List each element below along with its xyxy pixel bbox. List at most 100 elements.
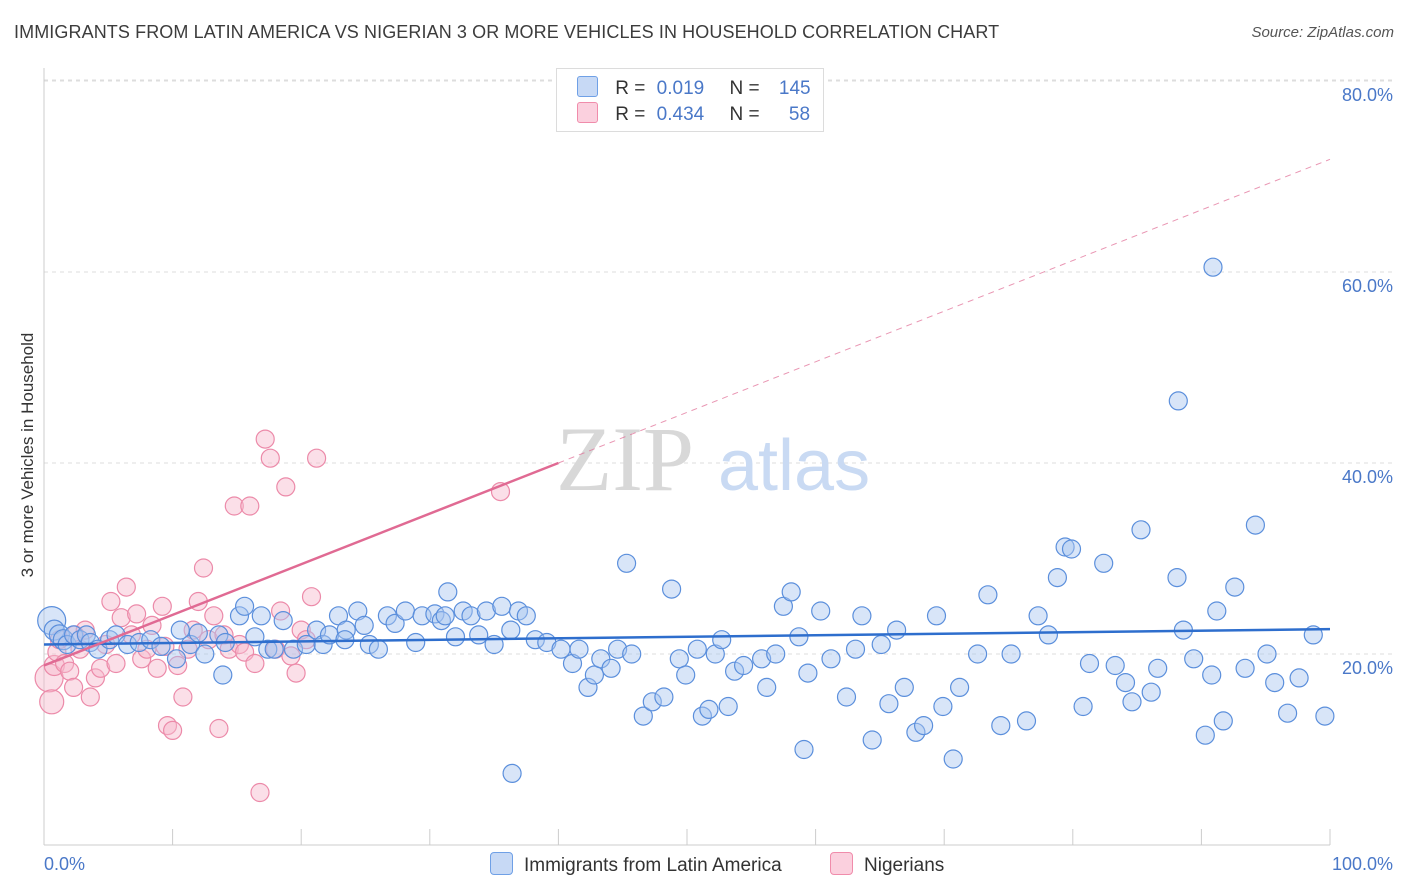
point-latin-america xyxy=(1207,601,1227,621)
point-latin-america xyxy=(687,639,707,659)
point-latin-america xyxy=(435,606,455,626)
stats-legend: R = 0.019 N = 145 R = 0.434 N = 58 xyxy=(556,68,824,132)
point-latin-america xyxy=(933,696,953,717)
bottom-legend-nigerians: Nigerians xyxy=(830,852,944,877)
point-latin-america xyxy=(296,634,316,655)
point-latin-america xyxy=(949,677,970,698)
point-latin-america xyxy=(616,553,637,573)
axes xyxy=(43,68,1331,846)
point-nigerians xyxy=(168,655,188,676)
point-latin-america xyxy=(1202,665,1222,685)
bottom-legend-label-latin-america: Immigrants from Latin America xyxy=(524,855,782,876)
point-latin-america xyxy=(845,639,866,659)
point-latin-america xyxy=(676,665,696,685)
x-tick-label-max: 100.0% xyxy=(1332,854,1393,874)
point-nigerians xyxy=(193,558,214,578)
point-latin-america xyxy=(798,663,818,683)
point-latin-america xyxy=(991,715,1011,736)
point-latin-america xyxy=(1245,515,1266,535)
bottom-legend-swatch-pink xyxy=(830,852,853,875)
point-latin-america xyxy=(1225,577,1245,597)
point-latin-america xyxy=(438,582,458,602)
trend-lines xyxy=(43,158,1331,667)
point-latin-america xyxy=(562,653,583,674)
point-latin-america xyxy=(886,620,907,640)
legend-r-value: 0.434 xyxy=(656,104,705,125)
point-latin-america xyxy=(569,639,589,659)
point-nigerians xyxy=(116,577,136,597)
point-nigerians xyxy=(147,658,167,678)
legend-n-label: N = xyxy=(729,104,760,125)
point-nigerians xyxy=(204,606,224,626)
y-tick-label: 80.0% xyxy=(1342,85,1393,105)
legend-row-nigerians: R = 0.434 N = 58 xyxy=(577,102,810,128)
legend-n-value: 58 xyxy=(788,104,811,125)
point-latin-america xyxy=(1289,668,1309,688)
y-tick-label: 20.0% xyxy=(1342,658,1393,678)
point-nigerians xyxy=(80,687,100,707)
point-latin-america xyxy=(733,655,754,676)
point-nigerians xyxy=(199,630,219,650)
point-latin-america xyxy=(395,601,415,621)
point-latin-america xyxy=(811,601,831,621)
trend-line-nigerians xyxy=(43,461,559,667)
point-latin-america xyxy=(1061,539,1082,559)
point-latin-america xyxy=(166,649,187,669)
point-nigerians xyxy=(111,608,131,628)
point-nigerians xyxy=(307,448,327,468)
point-latin-america xyxy=(578,677,598,698)
point-latin-america xyxy=(622,644,642,664)
point-latin-america xyxy=(967,644,988,664)
point-nigerians xyxy=(255,429,275,449)
point-nigerians xyxy=(63,677,84,698)
point-nigerians xyxy=(209,718,229,739)
point-nigerians xyxy=(291,620,311,640)
point-latin-america xyxy=(406,632,426,653)
bottom-legend-label-nigerians: Nigerians xyxy=(864,855,945,876)
legend-r-value: 0.019 xyxy=(656,78,705,99)
point-latin-america xyxy=(1141,682,1161,702)
point-latin-america xyxy=(584,665,605,685)
point-latin-america xyxy=(1016,711,1037,731)
point-latin-america xyxy=(283,639,304,659)
point-latin-america xyxy=(633,706,653,726)
watermark: ZIP atlas xyxy=(556,408,870,510)
legend-row-latin-america: R = 0.019 N = 145 xyxy=(577,76,811,102)
trend-line-latin-america xyxy=(43,627,1331,646)
point-nigerians xyxy=(260,448,280,468)
point-latin-america xyxy=(1184,649,1204,669)
point-latin-america xyxy=(1079,653,1100,674)
point-latin-america xyxy=(1257,644,1277,664)
point-latin-america xyxy=(213,665,233,685)
point-latin-america xyxy=(642,692,662,712)
point-latin-america xyxy=(469,625,489,645)
y-axis-title: 3 or more Vehicles in Household xyxy=(18,332,37,578)
point-latin-america xyxy=(906,722,926,742)
point-nigerians xyxy=(224,496,244,516)
point-nigerians xyxy=(90,658,111,678)
y-tick-label: 40.0% xyxy=(1342,467,1393,487)
point-latin-america xyxy=(516,606,536,626)
point-latin-america xyxy=(264,639,284,659)
point-latin-america xyxy=(1105,655,1125,676)
point-latin-america xyxy=(273,610,293,631)
point-latin-america xyxy=(1168,391,1188,411)
point-latin-america xyxy=(1094,553,1114,573)
point-latin-america xyxy=(821,649,841,669)
point-latin-america xyxy=(712,630,732,650)
point-latin-america xyxy=(699,699,719,720)
point-nigerians xyxy=(60,661,80,681)
point-nigerians xyxy=(286,663,306,683)
point-latin-america xyxy=(188,623,208,643)
point-latin-america xyxy=(1131,520,1151,540)
legend-swatch-pink xyxy=(577,102,598,123)
point-latin-america xyxy=(354,615,374,636)
point-latin-america xyxy=(913,715,934,736)
point-nigerians xyxy=(127,604,147,624)
point-latin-america xyxy=(1001,644,1021,664)
point-latin-america xyxy=(894,677,914,698)
point-latin-america xyxy=(705,644,725,664)
point-nigerians xyxy=(132,649,152,669)
point-latin-america xyxy=(348,601,368,621)
point-latin-america xyxy=(718,696,738,717)
